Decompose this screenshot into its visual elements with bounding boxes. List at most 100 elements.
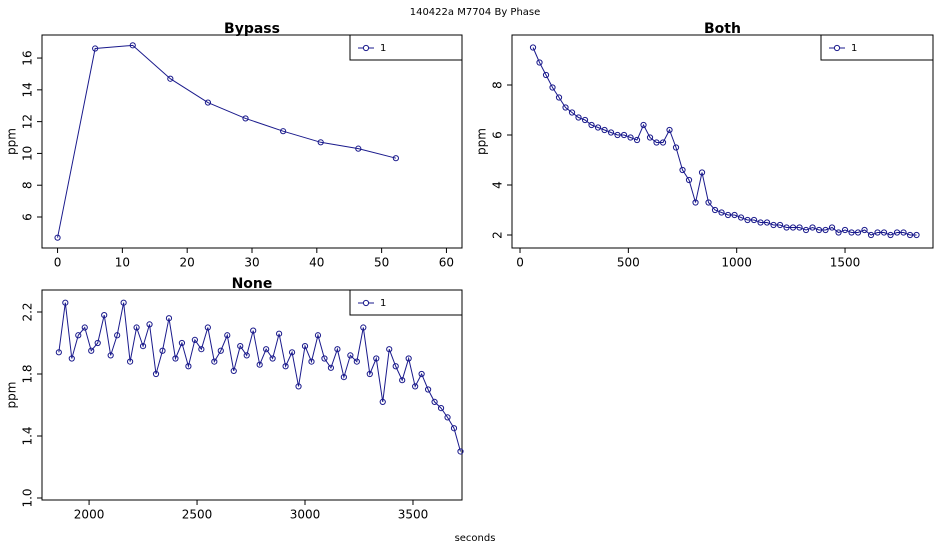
data-point <box>392 155 399 162</box>
data-point <box>120 299 127 306</box>
x-axis-label: seconds <box>455 533 496 544</box>
data-point <box>276 330 283 337</box>
data-point <box>861 226 868 234</box>
data-point <box>256 361 263 368</box>
data-point <box>731 211 738 219</box>
data-point <box>802 226 810 234</box>
data-point <box>809 224 816 231</box>
y-axis-label: ppm <box>5 128 19 155</box>
data-point <box>633 136 641 144</box>
data-point <box>243 352 250 359</box>
data-point <box>167 75 174 82</box>
data-point <box>269 355 276 362</box>
data-point <box>887 231 894 239</box>
data-point <box>841 226 849 234</box>
x-tick-label: 20 <box>180 256 195 270</box>
data-point <box>280 128 287 135</box>
data-point <box>867 231 875 239</box>
data-point <box>796 224 803 231</box>
data-point <box>355 145 362 152</box>
data-point <box>263 346 270 353</box>
data-point <box>360 324 367 331</box>
data-point <box>718 209 725 216</box>
data-point <box>549 84 556 91</box>
data-point <box>340 373 347 381</box>
data-point <box>744 216 751 224</box>
data-point <box>822 226 829 234</box>
data-point <box>165 315 173 322</box>
data-point <box>659 139 667 146</box>
x-tick-label: 2500 <box>182 508 213 522</box>
y-tick-label: 8 <box>491 81 505 89</box>
data-point <box>666 126 673 134</box>
data-point <box>54 234 61 241</box>
data-point <box>776 221 784 229</box>
data-point <box>334 346 341 353</box>
data-point <box>237 343 244 350</box>
y-tick-label: 8 <box>21 181 35 189</box>
data-point <box>101 312 108 319</box>
data-point <box>757 219 764 226</box>
data-point <box>620 131 628 139</box>
series-line <box>58 302 461 452</box>
data-point <box>536 59 543 66</box>
y-axis-label: ppm <box>5 382 19 409</box>
data-point <box>81 324 88 331</box>
x-tick-label: 40 <box>309 256 324 270</box>
data-point <box>75 332 82 339</box>
x-tick-label: 2000 <box>74 508 105 522</box>
data-point <box>92 45 99 52</box>
x-tick-label: 1000 <box>721 256 752 270</box>
data-point <box>418 370 425 378</box>
legend-marker <box>362 299 370 307</box>
x-tick-label: 500 <box>617 256 640 270</box>
data-point <box>900 229 907 236</box>
data-point <box>282 363 289 370</box>
data-point <box>55 349 62 356</box>
data-point <box>711 206 719 214</box>
data-point <box>607 129 615 136</box>
data-point <box>379 398 386 405</box>
data-point <box>737 214 745 221</box>
data-point <box>562 104 569 111</box>
data-point <box>646 134 654 141</box>
data-point <box>542 71 550 79</box>
x-tick-label: 0 <box>516 256 524 270</box>
data-point <box>107 352 114 359</box>
data-point <box>575 114 582 121</box>
data-point <box>288 349 296 356</box>
y-tick-label: 16 <box>21 50 35 65</box>
data-point <box>133 324 140 331</box>
data-point <box>185 363 192 370</box>
y-tick-label: 1.0 <box>21 488 35 507</box>
data-point <box>692 199 699 206</box>
data-point <box>444 414 451 421</box>
legend-label: 1 <box>851 43 857 54</box>
data-point <box>588 121 595 129</box>
legend-label: 1 <box>380 43 386 54</box>
data-point <box>321 355 328 362</box>
data-point <box>250 327 257 334</box>
data-point <box>308 358 315 365</box>
data-point <box>594 124 602 131</box>
x-tick-label: 50 <box>374 256 389 270</box>
x-tick-label: 3500 <box>398 508 429 522</box>
y-tick-label: 6 <box>491 131 505 139</box>
data-point <box>224 332 231 339</box>
data-point <box>198 346 205 353</box>
data-point <box>627 134 634 141</box>
x-tick-label: 60 <box>439 256 454 270</box>
data-point <box>672 144 680 151</box>
data-point <box>230 367 237 375</box>
data-point <box>62 299 69 306</box>
data-point <box>242 115 249 122</box>
data-point <box>685 176 693 184</box>
data-point <box>679 166 686 174</box>
y-tick-label: 12 <box>21 114 35 129</box>
x-tick-label: 0 <box>54 256 62 270</box>
data-point <box>347 352 354 359</box>
data-point <box>828 224 836 231</box>
data-point <box>568 109 576 116</box>
data-point <box>317 139 324 146</box>
